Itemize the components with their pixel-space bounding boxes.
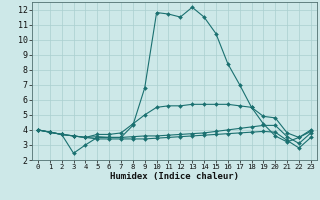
X-axis label: Humidex (Indice chaleur): Humidex (Indice chaleur) — [110, 172, 239, 181]
